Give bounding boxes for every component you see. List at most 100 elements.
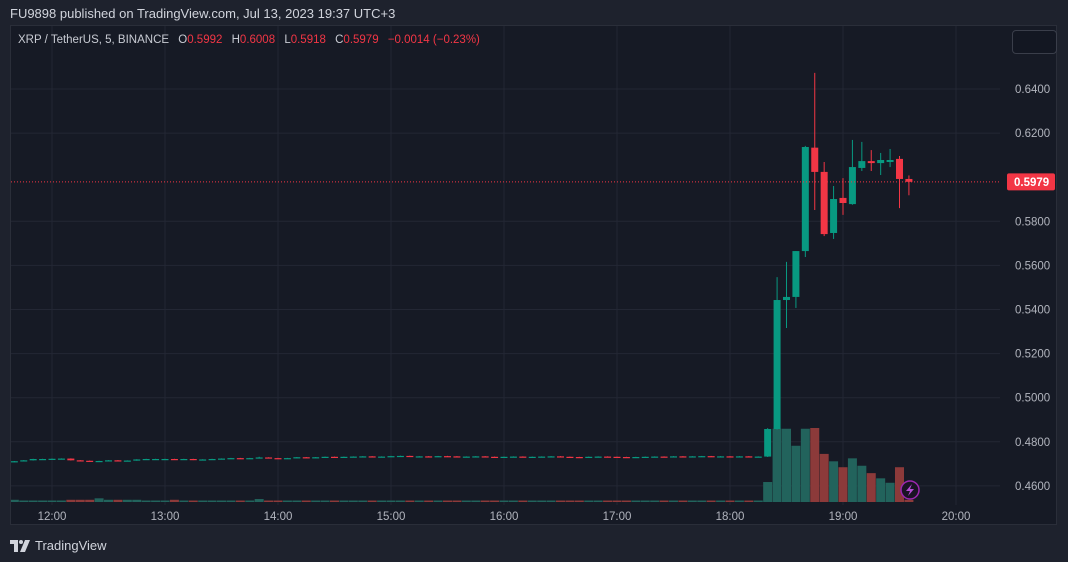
brand-name: TradingView bbox=[35, 538, 107, 553]
candle bbox=[340, 456, 348, 458]
volume-bar bbox=[753, 500, 763, 502]
volume-bar bbox=[245, 500, 255, 502]
candle bbox=[754, 456, 762, 458]
candle-body bbox=[105, 460, 112, 462]
candle bbox=[811, 72, 819, 211]
candle-body bbox=[161, 458, 169, 461]
candle-body bbox=[679, 456, 687, 458]
symbol-name[interactable]: XRP / TetherUS, 5, BINANCE bbox=[18, 34, 170, 46]
candle bbox=[585, 456, 593, 458]
candle-body bbox=[811, 147, 819, 172]
volume-bar bbox=[782, 428, 791, 502]
close-value: 0.5979 bbox=[343, 34, 379, 46]
candle bbox=[679, 456, 687, 458]
candle bbox=[735, 456, 743, 458]
candle bbox=[255, 456, 263, 459]
volume-bar bbox=[876, 478, 886, 502]
candle bbox=[472, 456, 480, 458]
volume-bar bbox=[151, 500, 161, 502]
candle bbox=[538, 456, 546, 458]
candle bbox=[86, 460, 94, 462]
volume-bar bbox=[169, 499, 179, 502]
price-axis[interactable]: 0.6400 0.6200 0.5800 0.5600 0.5400 0.5200 0.50… bbox=[1015, 84, 1050, 493]
candle-body bbox=[557, 456, 564, 458]
price-tick-label: 0.4800 bbox=[1015, 437, 1050, 449]
close-label: C bbox=[335, 34, 344, 46]
volume-bar bbox=[226, 500, 236, 502]
time-axis[interactable]: 12:00 13:00 14:00 15:00 16:00 17:00 18:00 19:00… bbox=[38, 511, 971, 523]
volume-bar bbox=[716, 500, 726, 502]
volume-bar bbox=[122, 499, 132, 502]
high-value: 0.6008 bbox=[239, 34, 276, 46]
time-tick-label: 20:00 bbox=[942, 511, 971, 523]
candle bbox=[886, 148, 894, 168]
candle-body bbox=[547, 456, 555, 458]
candle-body bbox=[415, 456, 423, 458]
candle bbox=[792, 251, 800, 308]
volume-bar bbox=[311, 500, 321, 502]
volume-bar bbox=[527, 500, 537, 502]
candle-body bbox=[114, 460, 122, 462]
candle-body bbox=[839, 197, 847, 203]
volume-bar bbox=[235, 500, 245, 502]
candle bbox=[425, 456, 433, 458]
candle-body bbox=[651, 456, 659, 458]
volume-bar bbox=[377, 500, 387, 502]
candle bbox=[905, 175, 913, 196]
candle-body bbox=[528, 456, 536, 458]
chart-control-button[interactable] bbox=[1012, 30, 1057, 54]
volume-bar bbox=[697, 500, 707, 502]
candle bbox=[604, 456, 612, 458]
candle-body bbox=[86, 460, 94, 462]
candle-body bbox=[604, 456, 612, 458]
candle-body bbox=[142, 458, 150, 461]
candle bbox=[180, 458, 188, 461]
candle-body bbox=[491, 456, 499, 458]
candle bbox=[509, 456, 517, 458]
candle bbox=[274, 457, 282, 460]
candle-body bbox=[594, 456, 602, 458]
candle bbox=[95, 460, 103, 463]
candle bbox=[265, 457, 273, 459]
candle bbox=[11, 460, 18, 463]
lightning-icon[interactable] bbox=[900, 480, 920, 500]
volume-bar bbox=[593, 500, 603, 502]
candle-body bbox=[670, 456, 677, 458]
candle bbox=[123, 460, 131, 462]
volume-bar bbox=[56, 500, 66, 502]
candle-body bbox=[735, 456, 743, 458]
candle bbox=[858, 141, 866, 172]
candle bbox=[528, 456, 536, 458]
volume-bar bbox=[273, 500, 283, 502]
volume-bar bbox=[443, 500, 452, 502]
volume-bar bbox=[94, 498, 104, 502]
candle bbox=[208, 458, 216, 461]
volume-bar bbox=[621, 500, 631, 502]
candle-body bbox=[726, 456, 734, 458]
candle bbox=[519, 456, 527, 458]
volume-bar bbox=[612, 500, 622, 502]
volume-bar bbox=[480, 500, 490, 502]
candle bbox=[378, 456, 386, 458]
volume-bar bbox=[904, 499, 914, 502]
volume-bar bbox=[669, 500, 678, 502]
candle-body bbox=[792, 251, 800, 297]
candle bbox=[848, 139, 856, 205]
candle-body bbox=[302, 457, 310, 459]
time-tick-label: 13:00 bbox=[151, 511, 180, 523]
volume-bar bbox=[819, 453, 829, 502]
candle-body bbox=[444, 456, 451, 458]
candle-body bbox=[660, 456, 668, 458]
candle-body bbox=[57, 458, 65, 460]
volume-bar bbox=[320, 500, 330, 502]
volume-bar bbox=[631, 500, 641, 502]
candle bbox=[660, 456, 668, 458]
candle-body bbox=[95, 460, 103, 463]
volume-bar bbox=[386, 500, 396, 502]
candle-body bbox=[434, 456, 442, 458]
volume-bar bbox=[565, 500, 575, 502]
volume-bar bbox=[264, 500, 274, 502]
candle-body bbox=[566, 456, 574, 458]
volume-bar bbox=[11, 499, 19, 502]
